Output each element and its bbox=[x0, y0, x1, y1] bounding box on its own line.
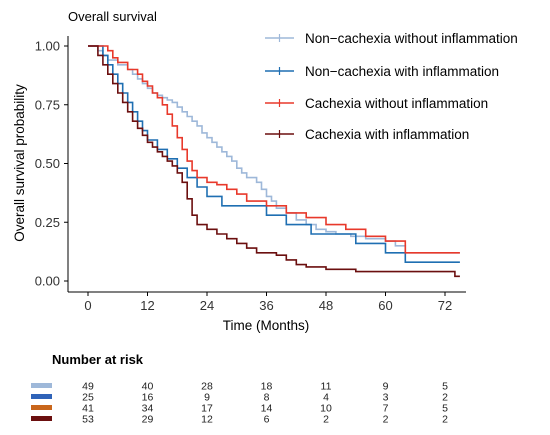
risk-cell: 3 bbox=[383, 392, 389, 404]
risk-table: 49 40 28 18 11 9 5 25 16 9 8 4 3 2 41 34 17 14 10 7 5 53 29 12 6… bbox=[31, 381, 448, 426]
risk-cell: 2 bbox=[442, 414, 448, 426]
risk-row-swatch bbox=[31, 383, 52, 388]
x-tick-label: 36 bbox=[259, 298, 273, 313]
series-line-4 bbox=[88, 45, 460, 278]
chart-title: Overall survival bbox=[68, 9, 157, 24]
risk-cell: 5 bbox=[442, 403, 448, 415]
x-tick-label: 48 bbox=[319, 298, 333, 313]
x-tick-label: 12 bbox=[140, 298, 154, 313]
risk-cell: 16 bbox=[142, 392, 154, 404]
x-tick-label: 72 bbox=[438, 298, 452, 313]
y-tick-label: 0.75 bbox=[35, 97, 60, 112]
x-tick-label: 60 bbox=[378, 298, 392, 313]
y-axis-label: Overall survival probability bbox=[12, 84, 27, 242]
y-tick-label: 0.50 bbox=[35, 156, 60, 171]
x-tick-label: 0 bbox=[84, 298, 91, 313]
risk-cell: 10 bbox=[320, 403, 332, 415]
risk-cell: 2 bbox=[442, 392, 448, 404]
risk-cell: 5 bbox=[442, 381, 448, 393]
risk-cell: 41 bbox=[82, 403, 94, 415]
legend-label: Cachexia without inflammation bbox=[305, 96, 488, 111]
series-line-3 bbox=[88, 45, 460, 254]
risk-cell: 29 bbox=[142, 414, 154, 426]
risk-cell: 18 bbox=[261, 381, 273, 393]
risk-cell: 28 bbox=[201, 381, 213, 393]
legend-label: Non−cachexia without inflammation bbox=[305, 31, 518, 46]
risk-cell: 17 bbox=[201, 403, 213, 415]
legend-label: Non−cachexia with inflammation bbox=[305, 64, 499, 79]
risk-cell: 49 bbox=[82, 381, 94, 393]
y-tick-label: 0.25 bbox=[35, 215, 60, 230]
risk-cell: 11 bbox=[321, 381, 332, 393]
risk-cell: 4 bbox=[323, 392, 329, 404]
risk-cell: 40 bbox=[142, 381, 154, 393]
risk-cell: 9 bbox=[383, 381, 389, 393]
x-axis-label: Time (Months) bbox=[223, 318, 310, 333]
risk-cell: 53 bbox=[82, 414, 94, 426]
risk-cell: 7 bbox=[383, 403, 389, 415]
risk-row-swatch bbox=[31, 405, 52, 410]
risk-cell: 12 bbox=[201, 414, 213, 426]
legend-label: Cachexia with inflammation bbox=[305, 127, 469, 142]
x-tick-label: 24 bbox=[200, 298, 214, 313]
risk-table-title: Number at risk bbox=[52, 352, 144, 367]
risk-cell: 34 bbox=[142, 403, 154, 415]
y-tick-label: 0.00 bbox=[35, 274, 60, 289]
y-tick-label: 1.00 bbox=[35, 39, 60, 54]
risk-cell: 6 bbox=[264, 414, 270, 426]
legend: Non−cachexia without inflammation Non−cac… bbox=[265, 31, 518, 142]
risk-cell: 2 bbox=[323, 414, 329, 426]
plot-area: 0.00 0.25 0.50 0.75 1.00 0 12 24 36 48 60 72 bbox=[35, 36, 466, 313]
risk-cell: 25 bbox=[82, 392, 94, 404]
risk-cell: 9 bbox=[204, 392, 210, 404]
risk-row-swatch bbox=[31, 394, 52, 399]
risk-cell: 14 bbox=[261, 403, 273, 415]
risk-row-swatch bbox=[31, 416, 52, 421]
risk-cell: 2 bbox=[383, 414, 389, 426]
series-line-2 bbox=[88, 45, 460, 263]
risk-cell: 8 bbox=[264, 392, 270, 404]
